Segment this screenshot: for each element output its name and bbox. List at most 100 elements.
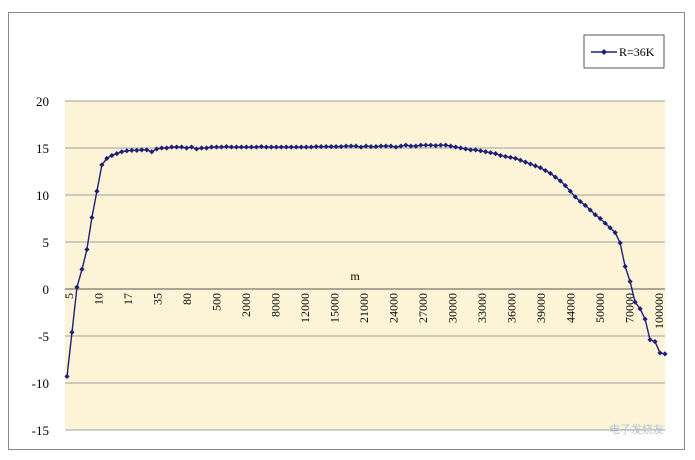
data-point <box>174 144 180 150</box>
data-point <box>602 220 608 226</box>
x-tick-label: 5 <box>62 293 76 299</box>
x-tick-label: 70000 <box>623 293 637 323</box>
data-point <box>89 214 95 221</box>
data-point <box>238 144 245 150</box>
data-point <box>542 167 548 174</box>
data-point <box>537 165 544 171</box>
data-point <box>627 278 633 285</box>
data-point <box>124 148 130 154</box>
data-point <box>527 161 534 167</box>
data-point <box>453 144 459 150</box>
data-point <box>203 145 210 151</box>
data-point <box>408 143 414 149</box>
x-tick-label: 100000 <box>652 293 666 329</box>
data-point <box>577 198 583 205</box>
data-point <box>632 299 638 305</box>
data-point <box>179 144 185 150</box>
data-point <box>109 152 115 159</box>
x-tick-label: 8000 <box>269 293 283 317</box>
data-point <box>358 144 364 150</box>
data-point <box>597 215 603 222</box>
legend-marker <box>601 49 607 55</box>
x-tick-label: 2000 <box>239 293 253 317</box>
y-tick-label: -5 <box>38 329 49 344</box>
data-point <box>159 145 165 151</box>
data-point <box>443 142 449 148</box>
data-point <box>328 143 334 150</box>
data-point <box>552 174 558 180</box>
data-point <box>468 147 474 153</box>
data-point <box>418 142 424 148</box>
y-tick-label: 15 <box>36 141 49 156</box>
y-tick-label: 5 <box>43 235 50 250</box>
x-tick-label: 27000 <box>416 293 430 323</box>
data-point <box>657 350 663 356</box>
data-point <box>293 144 299 150</box>
x-tick-label: 39000 <box>534 293 548 323</box>
data-point <box>582 202 588 208</box>
data-point <box>104 155 110 161</box>
x-tick-label: 21000 <box>357 293 371 323</box>
data-point <box>79 266 85 272</box>
data-point <box>448 143 454 149</box>
x-axis-label: m <box>350 269 360 283</box>
data-point <box>662 351 668 357</box>
data-point <box>383 143 389 149</box>
data-point <box>502 153 509 160</box>
data-point <box>223 143 230 150</box>
data-point <box>562 183 568 189</box>
data-point <box>134 147 140 153</box>
data-point <box>338 143 344 150</box>
data-point <box>507 154 514 160</box>
data-point <box>94 188 100 194</box>
data-point <box>403 142 409 148</box>
data-point <box>652 339 658 345</box>
data-point <box>348 143 354 149</box>
data-point <box>423 142 429 148</box>
data-point <box>283 144 289 150</box>
legend-label: R=36K <box>619 45 655 59</box>
data-point <box>413 143 419 149</box>
x-tick-label: 24000 <box>387 293 401 323</box>
x-tick-label: 50000 <box>593 293 607 323</box>
data-point <box>497 152 504 159</box>
data-point <box>428 142 434 148</box>
data-point <box>218 144 225 150</box>
x-tick-label: 36000 <box>505 293 519 323</box>
data-point <box>512 155 519 161</box>
data-point <box>463 146 469 152</box>
data-point <box>114 151 120 157</box>
data-point <box>308 144 314 150</box>
data-point <box>438 142 444 148</box>
data-point <box>263 144 269 150</box>
data-point <box>208 144 215 150</box>
plot-area <box>65 101 665 430</box>
chart-frame: m -15 -10 -5 0 5 10 15 20 5 10 17 35 80 500 2000 8000 1… <box>8 12 685 450</box>
data-point <box>193 146 200 152</box>
watermark: 电子发烧友 <box>609 423 664 436</box>
data-point <box>532 163 539 169</box>
data-point <box>612 230 618 236</box>
data-point <box>567 188 573 194</box>
data-point <box>592 212 598 218</box>
data-point <box>74 284 80 290</box>
data-point <box>154 146 160 152</box>
data-point <box>144 147 150 153</box>
data-point <box>557 178 563 184</box>
data-point <box>587 207 593 213</box>
data-point <box>323 143 329 150</box>
data-point <box>622 263 628 270</box>
data-point <box>84 246 90 253</box>
x-tick-label: 80 <box>180 293 194 305</box>
x-tick-label: 30000 <box>446 293 460 323</box>
data-point <box>363 143 369 149</box>
data-point <box>198 145 205 151</box>
legend: R=36K <box>583 34 665 69</box>
x-tick-label: 12000 <box>298 293 312 323</box>
data-point <box>353 143 359 149</box>
data-point <box>233 144 240 150</box>
data-point <box>268 144 274 150</box>
y-tick-label: -10 <box>32 376 49 391</box>
data-point <box>368 143 374 150</box>
data-point <box>637 306 643 312</box>
